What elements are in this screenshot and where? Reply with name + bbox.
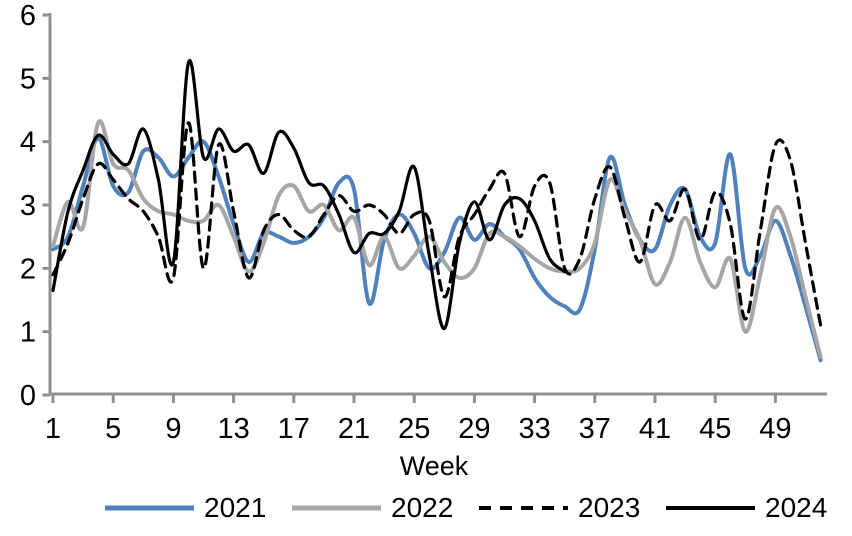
x-tick-label-45: 45 (699, 413, 731, 445)
x-tick-label-5: 5 (105, 413, 121, 445)
x-tick-label-41: 41 (639, 413, 671, 445)
series-line-2023 (51, 121, 823, 327)
x-tick-label-37: 37 (579, 413, 611, 445)
y-tick-label-1: 1 (20, 317, 36, 349)
legend-label-2022: 2022 (391, 492, 454, 523)
x-axis-title: Week (399, 451, 469, 481)
legend-label-2024: 2024 (765, 492, 828, 523)
series-line-2022 (51, 119, 823, 359)
y-tick-label-6: 6 (20, 0, 36, 32)
x-tick-label-1: 1 (45, 413, 61, 445)
series-line-2024 (51, 58, 567, 331)
y-tick-label-2: 2 (20, 253, 36, 285)
y-tick-label-5: 5 (20, 63, 36, 95)
x-tick-label-17: 17 (278, 413, 310, 445)
x-tick-label-49: 49 (759, 413, 791, 445)
legend-swatch-2023-icon (479, 506, 568, 510)
y-tick-label-0: 0 (20, 380, 36, 412)
legend-item-2024[interactable]: 2024 (664, 492, 827, 524)
x-tick-label-13: 13 (217, 413, 249, 445)
y-tick-label-4: 4 (20, 127, 36, 159)
x-tick-label-25: 25 (398, 413, 430, 445)
legend-label-2023: 2023 (578, 492, 641, 523)
legend-swatch-2022-icon (292, 505, 381, 511)
x-tick-label-29: 29 (458, 413, 490, 445)
legend-item-2021[interactable]: 2021 (103, 492, 266, 524)
legend-swatch-2021-icon (105, 505, 194, 511)
chart-legend: 2021 2022 2023 2024 (0, 492, 852, 528)
x-tick-label-9: 9 (165, 413, 181, 445)
x-tick-label-21: 21 (338, 413, 370, 445)
legend-swatch-2024-icon (666, 506, 755, 510)
legend-label-2021: 2021 (204, 492, 267, 523)
legend-item-2022[interactable]: 2022 (290, 492, 453, 524)
x-tick-label-33: 33 (518, 413, 550, 445)
y-tick-label-3: 3 (20, 190, 36, 222)
legend-item-2023[interactable]: 2023 (477, 492, 640, 524)
